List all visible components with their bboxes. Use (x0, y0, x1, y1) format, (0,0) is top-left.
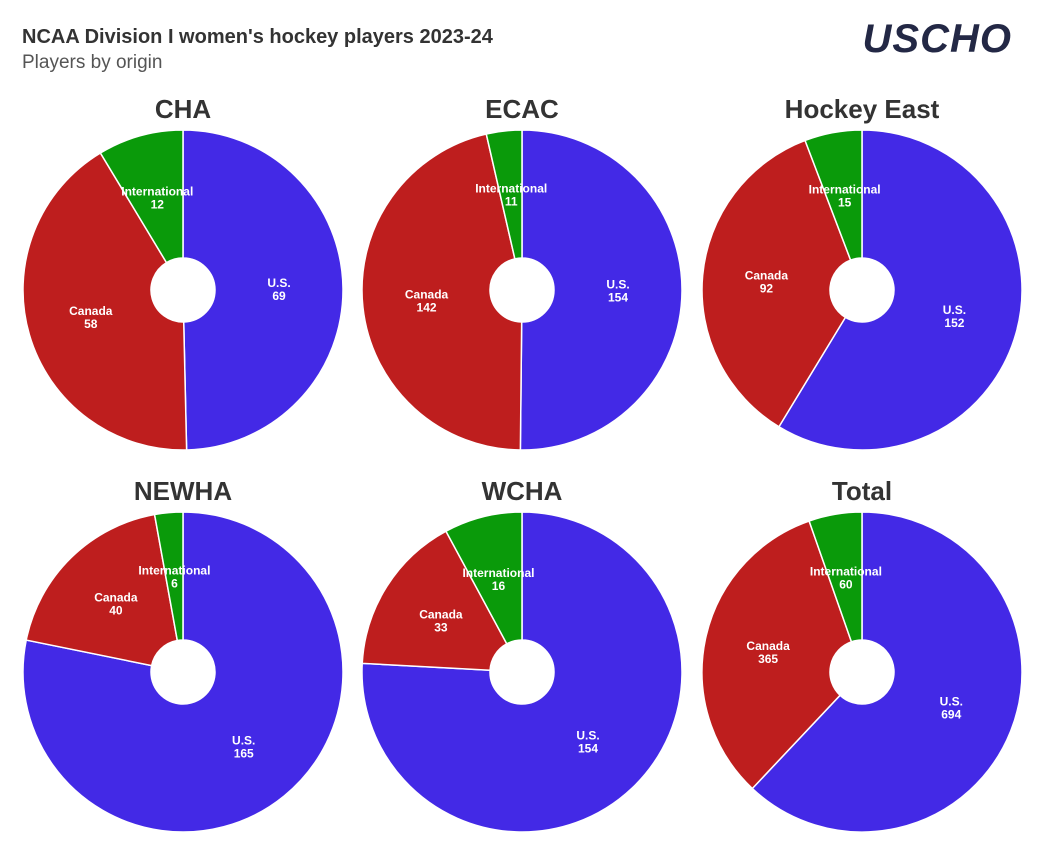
slice-label: U.S. 154 (606, 277, 629, 304)
slice-category: International (809, 183, 881, 197)
slice-label: Canada 58 (69, 304, 113, 331)
slice-label: Canada 33 (419, 608, 463, 635)
slice-category: Canada (745, 268, 789, 282)
pie-slice (25, 513, 179, 667)
chart-subtitle: Players by origin (22, 52, 162, 73)
slice-value: 154 (578, 742, 598, 756)
pie-slice (153, 511, 184, 642)
pie-title: Total (832, 476, 892, 506)
slice-value: 92 (760, 281, 774, 295)
pie-slice (182, 129, 344, 451)
slice-category: International (462, 566, 534, 580)
slice-value: 16 (492, 579, 506, 593)
slice-value: 33 (434, 621, 448, 635)
slice-label: Canada 142 (405, 287, 449, 314)
pie-title: NEWHA (134, 476, 232, 506)
slice-label: U.S. 152 (943, 303, 966, 330)
slice-label: U.S. 165 (232, 733, 255, 760)
pie-slice (361, 530, 508, 672)
chart-title: NCAA Division I women's hockey players 2… (22, 26, 494, 48)
slice-value: 60 (839, 577, 853, 591)
slice-label: International 15 (809, 183, 881, 210)
slice-category: U.S. (606, 277, 629, 291)
pie-slice (751, 511, 1023, 833)
pie-title: WCHA (482, 476, 563, 506)
slice-value: 15 (838, 196, 852, 210)
logo: USCHO (863, 17, 1012, 61)
slice-category: U.S. (943, 303, 966, 317)
pie-slice (22, 151, 188, 451)
slice-label: U.S. 154 (576, 729, 599, 756)
slice-label: International 60 (810, 564, 882, 591)
pie-slice (808, 511, 863, 643)
slice-label: International 12 (121, 185, 193, 212)
slice-category: International (121, 185, 193, 199)
slice-label: Canada 40 (94, 590, 138, 617)
slice-label: Canada 92 (745, 268, 789, 295)
slice-value: 40 (109, 603, 123, 617)
slice-label: U.S. 694 (940, 694, 963, 721)
pie-title: Hockey East (785, 94, 940, 124)
pie-slice (361, 511, 683, 833)
slice-value: 694 (941, 707, 961, 721)
slice-label: Canada 365 (746, 639, 790, 666)
slice-value: 58 (84, 317, 98, 331)
slice-value: 6 (171, 576, 178, 590)
slice-value: 154 (608, 290, 628, 304)
pie-slice (777, 129, 1023, 451)
slice-label: International 6 (138, 563, 210, 590)
slice-category: International (810, 564, 882, 578)
slice-category: Canada (746, 639, 790, 653)
pie-slice (804, 129, 863, 262)
pie-slice (701, 520, 853, 790)
slice-label: International 11 (475, 182, 547, 209)
slice-value: 152 (944, 316, 964, 330)
pie-slice (701, 139, 852, 428)
slice-value: 165 (234, 746, 254, 760)
slice-category: Canada (405, 287, 449, 301)
slice-label: U.S. 69 (267, 276, 290, 303)
pie-slice (99, 129, 184, 264)
pie-slice (485, 129, 523, 260)
slice-value: 69 (272, 289, 286, 303)
pie-slice (361, 133, 523, 451)
slice-category: International (138, 563, 210, 577)
slice-value: 12 (151, 198, 165, 212)
pie-slice (519, 129, 683, 451)
slice-category: Canada (94, 590, 138, 604)
pie-title: CHA (155, 94, 212, 124)
slice-category: International (475, 182, 547, 196)
slice-category: U.S. (940, 694, 963, 708)
slice-category: U.S. (576, 729, 599, 743)
slice-category: Canada (419, 608, 463, 622)
pie-slice (444, 511, 523, 645)
pie-slice (22, 511, 344, 833)
slice-value: 142 (417, 300, 437, 314)
slice-category: U.S. (232, 733, 255, 747)
slice-category: Canada (69, 304, 113, 318)
slice-value: 11 (505, 195, 518, 209)
pie-title: ECAC (485, 94, 559, 124)
slice-label: International 16 (462, 566, 534, 593)
slice-category: U.S. (267, 276, 290, 290)
slice-value: 365 (758, 652, 778, 666)
